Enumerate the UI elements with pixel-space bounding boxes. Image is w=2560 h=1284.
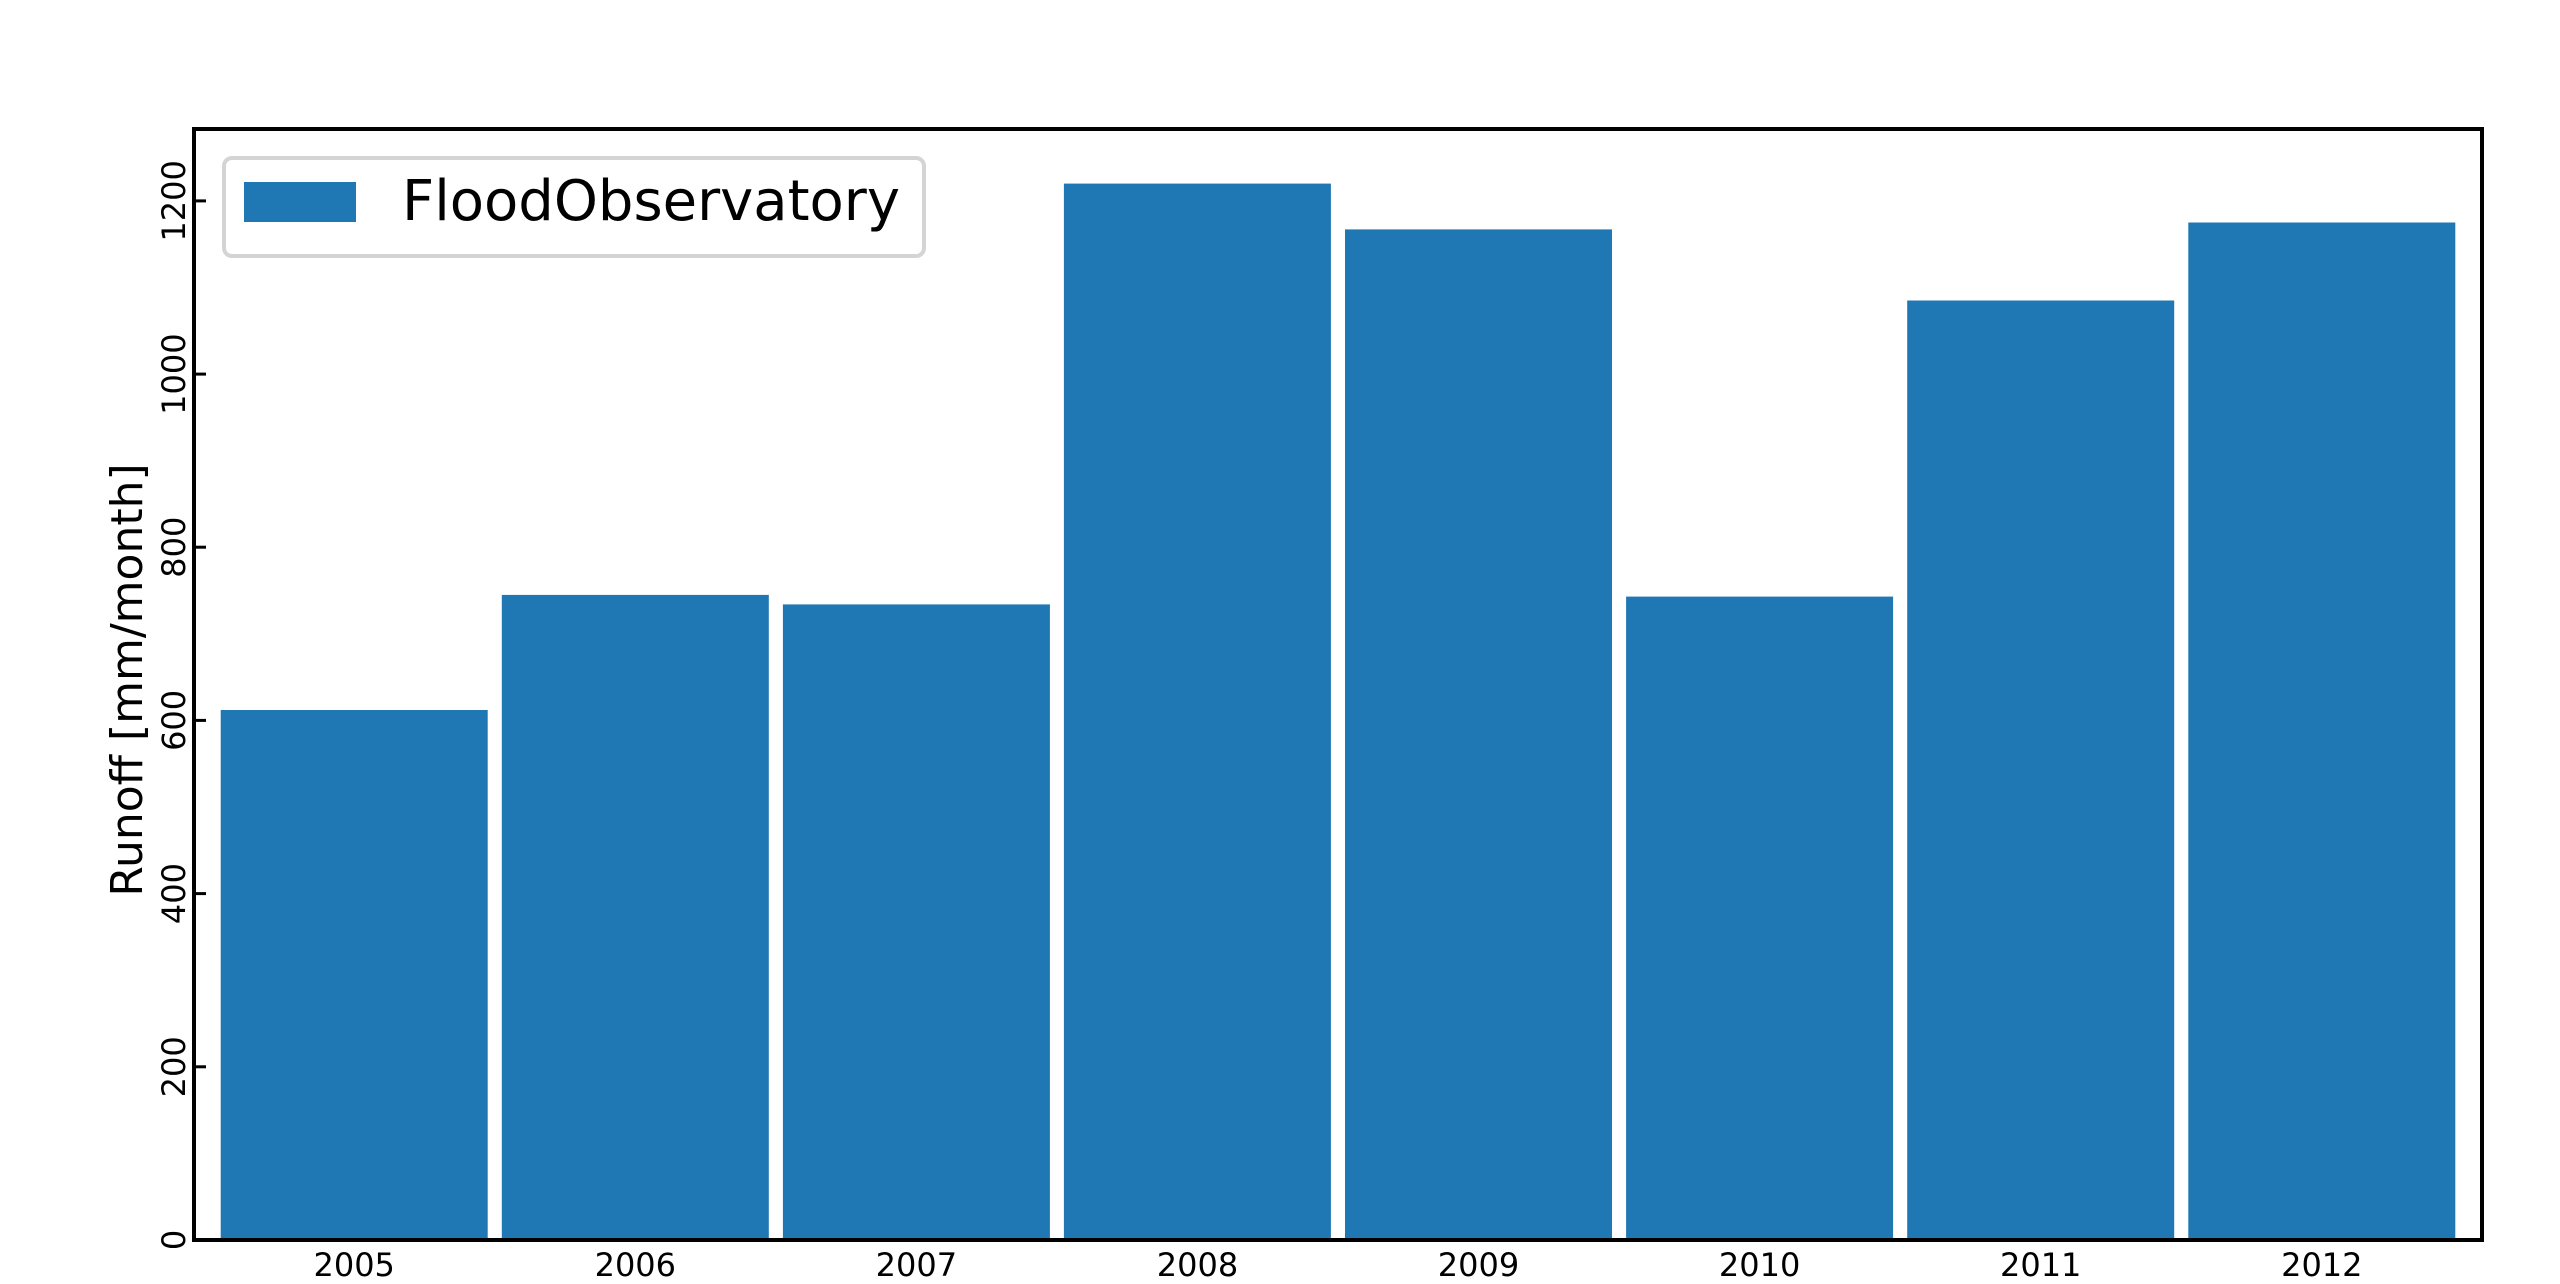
bar-2006	[501, 594, 769, 1240]
bar-2012	[2188, 222, 2456, 1240]
legend: FloodObservatory	[222, 156, 926, 258]
legend-label: FloodObservatory	[402, 169, 900, 234]
legend-box	[222, 156, 926, 258]
y-tick-label: 400	[155, 863, 193, 924]
y-tick-label: 800	[155, 517, 193, 578]
x-tick-label: 2012	[2281, 1246, 2362, 1280]
axes-layer: 2005 2006 2007 2008 2009 2010 2011 2012 0 200 400 6…	[155, 127, 2484, 1284]
x-tick-label: 2011	[2000, 1246, 2081, 1280]
x-tick-label: 2006	[595, 1246, 676, 1280]
y-tick-label: 600	[155, 690, 193, 751]
y-tick-label: 1200	[155, 160, 193, 241]
bar-2009	[1345, 229, 1612, 1240]
y-axis-label: Runoff [mm/month]	[102, 463, 153, 896]
y-tick-label: 200	[155, 1036, 193, 1097]
x-tick-label: 2009	[1438, 1246, 1519, 1280]
bar-2007	[782, 604, 1050, 1240]
x-tick-label: 2007	[876, 1246, 957, 1280]
y-tick-label: 1000	[155, 333, 193, 414]
x-tick-label: 2010	[1719, 1246, 1800, 1280]
y-tick-label: 0	[155, 1230, 193, 1250]
bar-2011	[1907, 300, 2175, 1240]
bar-2010	[1626, 596, 1894, 1240]
x-tick-label: 2008	[1157, 1246, 1238, 1280]
bars-layer	[220, 183, 2456, 1241]
x-tick-label: 2005	[313, 1246, 394, 1280]
legend-swatch	[244, 182, 356, 222]
bar-2005	[220, 710, 488, 1240]
bar-2008	[1063, 183, 1331, 1241]
plot-frame	[192, 127, 2484, 1242]
